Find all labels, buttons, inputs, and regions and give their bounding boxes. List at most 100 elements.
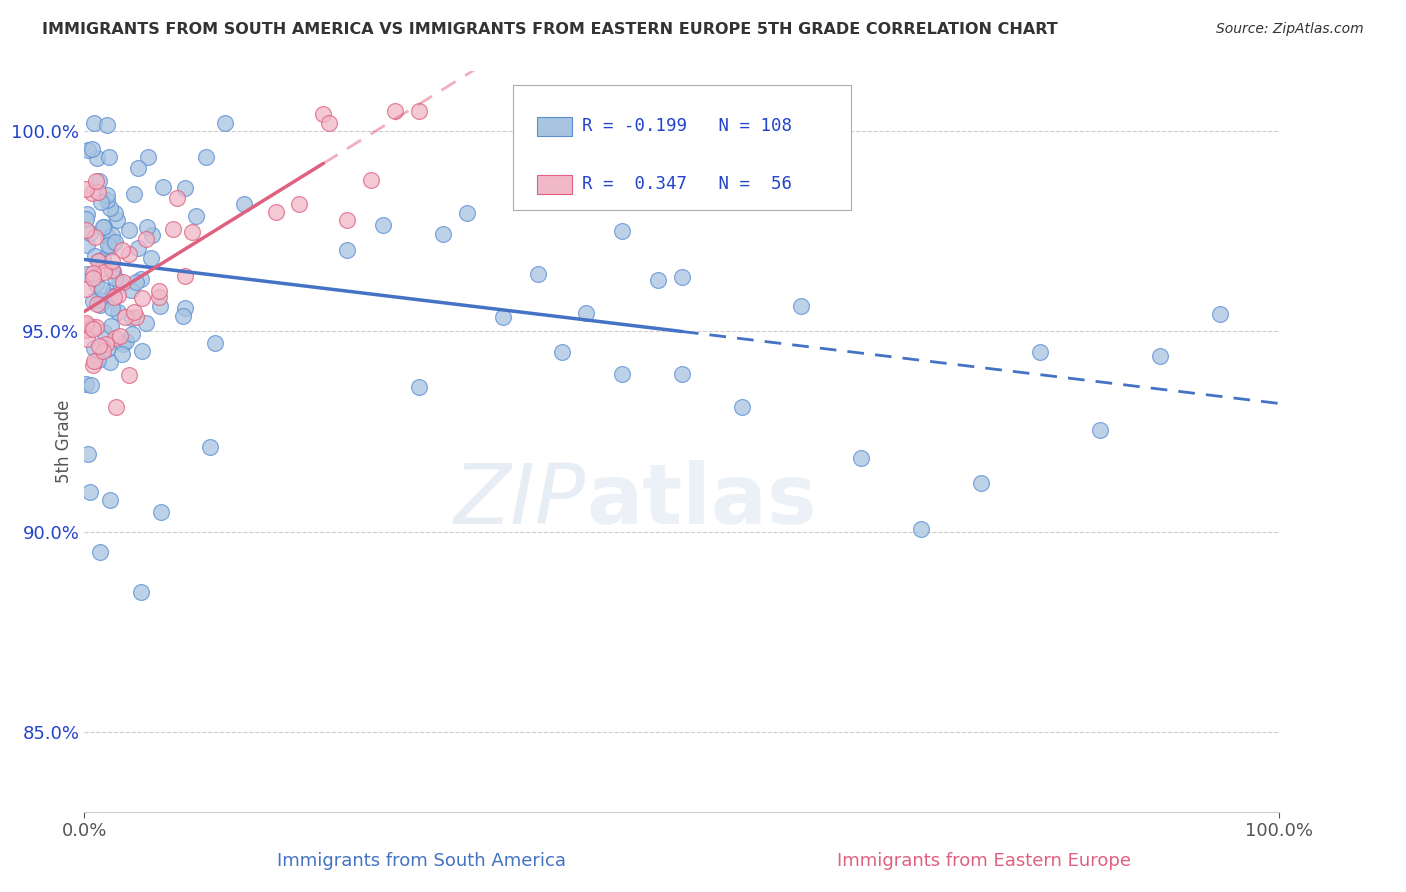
Point	[107, 304, 129, 318]
Point	[82, 266, 104, 280]
Point	[96, 188, 118, 202]
Point	[150, 505, 173, 519]
Point	[98, 492, 121, 507]
Point	[108, 329, 131, 343]
Point	[336, 212, 359, 227]
Point	[93, 220, 115, 235]
Point	[527, 267, 550, 281]
Point	[174, 301, 197, 316]
Point	[127, 161, 149, 175]
Point	[103, 264, 125, 278]
Point	[75, 222, 97, 236]
Point	[575, 306, 598, 320]
Point	[82, 186, 104, 200]
Point	[198, 440, 221, 454]
Point	[174, 269, 197, 284]
Point	[75, 318, 97, 332]
Text: atlas: atlas	[586, 460, 817, 541]
Point	[91, 262, 114, 277]
Point	[79, 484, 101, 499]
Point	[93, 294, 115, 309]
Point	[96, 343, 118, 357]
Y-axis label: 5th Grade: 5th Grade	[55, 400, 73, 483]
Point	[104, 271, 127, 285]
Point	[671, 367, 693, 381]
Point	[118, 223, 141, 237]
Point	[186, 209, 208, 223]
Point	[91, 282, 114, 296]
Point	[149, 299, 172, 313]
Point	[98, 240, 121, 254]
Point	[135, 232, 157, 246]
Point	[148, 290, 170, 304]
Point	[75, 282, 97, 296]
Point	[101, 263, 124, 277]
Point	[75, 316, 97, 330]
Point	[84, 249, 107, 263]
Point	[76, 332, 98, 346]
Point	[122, 186, 145, 201]
Point	[97, 230, 120, 244]
Point	[83, 116, 105, 130]
Point	[647, 273, 669, 287]
Point	[79, 226, 101, 240]
Point	[1209, 307, 1232, 321]
Point	[384, 104, 406, 119]
Point	[79, 377, 101, 392]
Point	[148, 285, 170, 299]
Text: Source: ZipAtlas.com: Source: ZipAtlas.com	[1216, 22, 1364, 37]
Point	[97, 238, 120, 252]
Point	[111, 347, 134, 361]
Point	[93, 265, 115, 279]
Point	[76, 207, 98, 221]
Point	[970, 475, 993, 490]
Point	[790, 299, 813, 313]
Point	[100, 228, 122, 243]
Point	[111, 275, 134, 289]
Point	[94, 336, 117, 351]
Point	[83, 341, 105, 355]
Point	[141, 227, 163, 242]
Point	[96, 193, 118, 207]
Point	[125, 276, 148, 290]
Point	[108, 276, 131, 290]
Point	[194, 150, 217, 164]
Point	[135, 219, 157, 234]
Point	[86, 151, 108, 165]
Point	[139, 251, 162, 265]
Point	[100, 289, 122, 303]
Point	[125, 310, 148, 324]
Point	[104, 206, 127, 220]
Point	[131, 291, 153, 305]
Point	[103, 289, 125, 303]
Point	[91, 344, 114, 359]
Point	[84, 277, 107, 291]
Point	[456, 206, 478, 220]
Point	[75, 182, 97, 196]
Point	[100, 318, 122, 333]
Point	[111, 336, 134, 351]
Point	[89, 293, 111, 307]
Text: IMMIGRANTS FROM SOUTH AMERICA VS IMMIGRANTS FROM EASTERN EUROPE 5TH GRADE CORREL: IMMIGRANTS FROM SOUTH AMERICA VS IMMIGRA…	[42, 22, 1057, 37]
Point	[107, 288, 129, 302]
Point	[98, 150, 121, 164]
Point	[84, 174, 107, 188]
Point	[118, 247, 141, 261]
Point	[104, 235, 127, 249]
Point	[91, 220, 114, 235]
Point	[105, 401, 128, 415]
Point	[127, 241, 149, 255]
Point	[80, 319, 103, 334]
Point	[492, 310, 515, 324]
Point	[105, 212, 128, 227]
Point	[101, 235, 124, 250]
Point	[101, 301, 124, 316]
Point	[93, 252, 115, 267]
Point	[89, 298, 111, 312]
Point	[432, 227, 454, 242]
Point	[152, 180, 174, 194]
Point	[1090, 423, 1112, 437]
Point	[76, 267, 98, 281]
Point	[288, 197, 311, 211]
Point	[318, 116, 340, 130]
